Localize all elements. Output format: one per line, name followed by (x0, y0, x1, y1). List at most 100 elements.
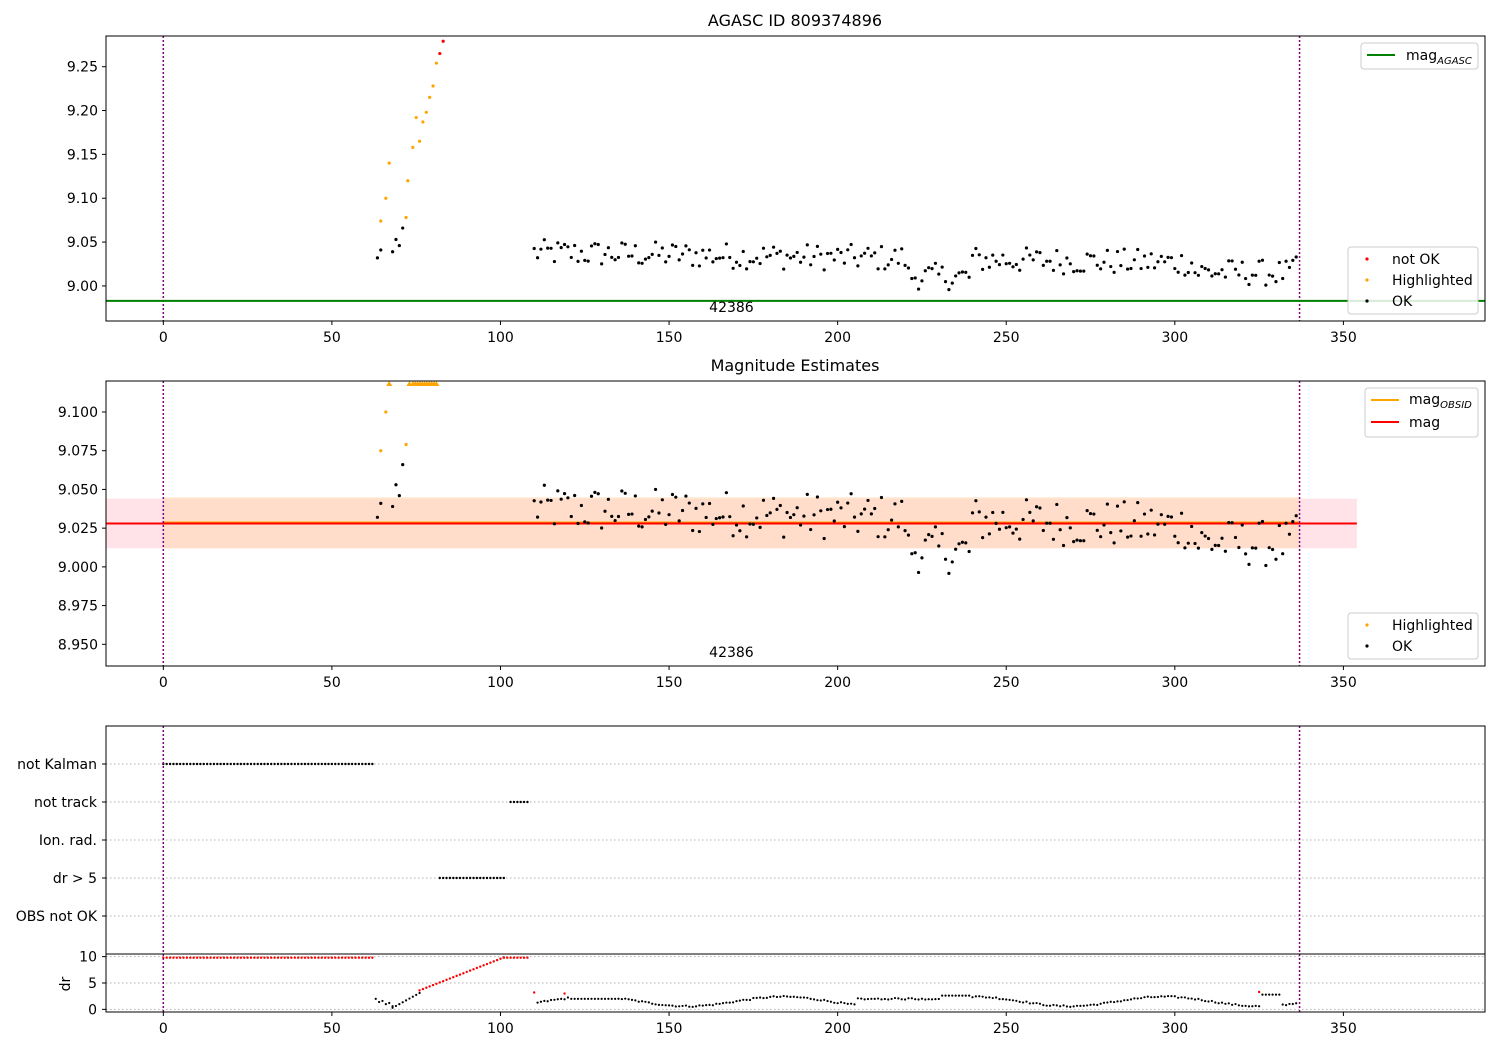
x-tick-label: 50 (323, 675, 341, 691)
data-point (1078, 539, 1083, 543)
data-point (748, 260, 752, 264)
data-point (701, 502, 705, 506)
dr-point-not-ok (300, 956, 303, 959)
dr-point (576, 997, 580, 1000)
dr-point (1106, 1001, 1109, 1004)
data-point (1041, 263, 1045, 267)
dr-point (769, 995, 772, 998)
data-point (852, 515, 857, 519)
data-point (1058, 263, 1062, 267)
dr-point (839, 1001, 843, 1004)
flag-point (209, 762, 212, 766)
data-point (1018, 268, 1022, 272)
data-point (947, 571, 951, 575)
data-point (630, 512, 634, 516)
data-point (643, 517, 648, 522)
flag-point (195, 762, 199, 766)
dr-point-not-ok (185, 956, 189, 959)
dr-point (984, 996, 988, 999)
y-tick-label: 9.05 (67, 235, 98, 251)
dr-point-not-ok (462, 972, 465, 975)
data-point (950, 281, 954, 285)
data-point (778, 249, 782, 253)
dr-point-not-ok (516, 956, 519, 959)
data-point (974, 246, 978, 251)
flag-point (492, 876, 495, 880)
data-point (596, 242, 600, 247)
dr-point-not-ok (472, 968, 475, 971)
data-point (761, 498, 766, 502)
data-point (1068, 526, 1072, 530)
dr-point (536, 1001, 539, 1004)
data-point (1156, 522, 1160, 526)
data-point (1102, 260, 1106, 264)
data-point (920, 279, 924, 283)
dr-tick-label: 10 (79, 950, 97, 966)
data-point (1217, 543, 1221, 548)
dr-point (597, 997, 600, 1000)
data-point (610, 255, 614, 259)
data-point (1001, 510, 1005, 514)
data-point (1176, 541, 1180, 545)
data-point (970, 511, 975, 515)
dr-point (590, 997, 593, 1000)
data-point (556, 489, 560, 493)
flag-category-label: OBS not OK (16, 909, 98, 925)
data-point (379, 219, 383, 223)
dr-axis-label: dr (58, 976, 74, 991)
data-point (1007, 261, 1012, 265)
data-point (640, 261, 644, 265)
dr-point (991, 996, 994, 1000)
data-point (687, 501, 691, 505)
data-point (829, 251, 833, 255)
data-point (903, 529, 907, 533)
dr-point (1156, 995, 1160, 999)
dr-point-not-ok (502, 956, 506, 959)
data-point (782, 267, 786, 271)
panel-mag-data-layer (106, 381, 1357, 666)
dr-point (1231, 1003, 1234, 1006)
dr-point (404, 999, 408, 1002)
dr-point (843, 1001, 846, 1005)
dr-point (930, 998, 934, 1001)
data-point (694, 251, 698, 255)
data-point (680, 508, 685, 513)
flag-point (367, 762, 371, 766)
data-point (863, 251, 867, 255)
data-point (438, 51, 442, 56)
x-tick-label: 100 (487, 675, 514, 691)
data-point (535, 515, 540, 519)
data-point (566, 245, 570, 249)
data-point (674, 244, 678, 249)
ok-legend-label: OK (1392, 294, 1413, 310)
data-point (1095, 263, 1099, 267)
flag-point (522, 800, 526, 804)
dr-point (563, 998, 566, 1001)
dr-point (620, 997, 623, 1001)
data-point (755, 256, 759, 260)
data-point (697, 264, 702, 268)
data-point (815, 244, 820, 248)
data-point (704, 515, 708, 520)
data-point (1210, 547, 1214, 551)
dr-point (654, 1003, 657, 1006)
y-tick-label: 8.950 (58, 637, 98, 653)
data-point (1014, 262, 1018, 267)
flag-point (445, 876, 448, 880)
data-point (1065, 256, 1069, 260)
data-point (1011, 265, 1015, 269)
flag-point (371, 762, 374, 766)
data-point (906, 266, 911, 270)
dr-point (684, 1004, 688, 1007)
dr-point (1295, 1002, 1298, 1005)
data-point (1018, 537, 1022, 541)
data-point (967, 275, 971, 279)
dr-point (1254, 1004, 1257, 1007)
dr-point (910, 997, 913, 1000)
data-point (981, 535, 985, 540)
dr-point (1092, 1003, 1095, 1006)
data-point (1139, 534, 1143, 538)
dr-point (924, 998, 927, 1001)
x-tick-label: 0 (159, 330, 168, 346)
